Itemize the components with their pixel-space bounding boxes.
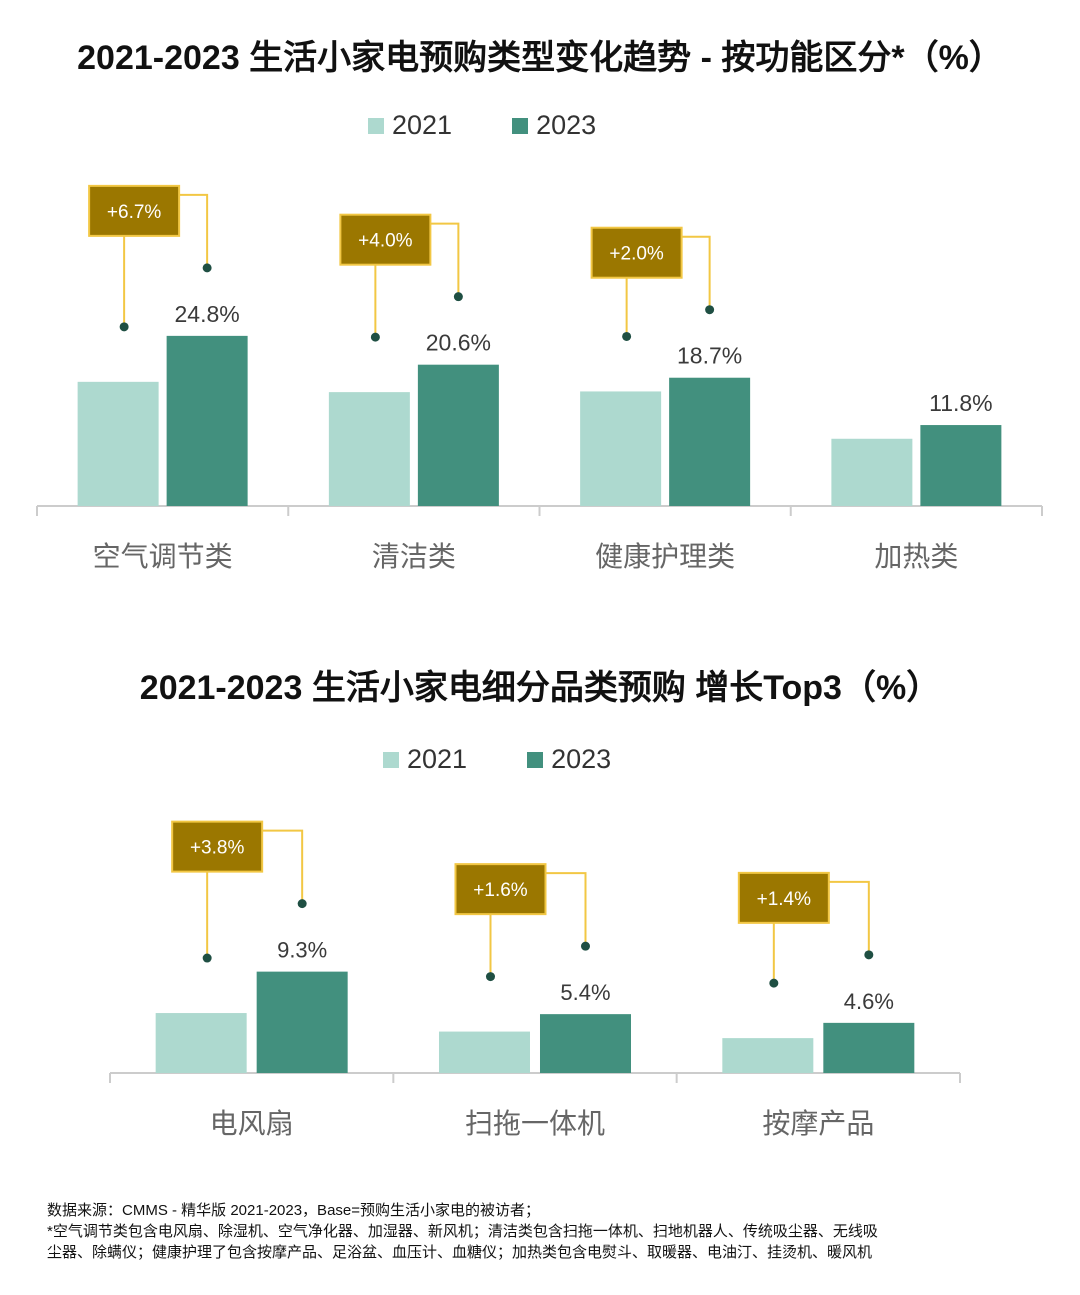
change-label: +1.6% xyxy=(473,880,528,901)
value-label: 9.3% xyxy=(277,938,327,963)
callout-dot-2021 xyxy=(485,972,495,982)
value-label: 4.6% xyxy=(844,989,894,1014)
callout-box xyxy=(590,226,683,279)
chart2-plot: 9.3% 电风扇 +3.8% 5.4% 扫拖一体机 +1.6% 4.6% 按摩产品 +1.4% xyxy=(109,820,961,1140)
chart1-title: 2021-2023 生活小家电预购类型变化趋势 - 按功能区分*（%） xyxy=(77,39,1003,77)
legend2-label-2023: 2023 xyxy=(551,744,612,774)
callout-leader-right xyxy=(545,872,587,947)
callout-box xyxy=(88,184,181,237)
bar-2023 xyxy=(417,364,499,506)
value-label: 18.7% xyxy=(677,343,742,369)
footnote-line-3: 尘器、除螨仪；健康护理了包含按摩产品、足浴盆、血压计、血糖仪；加热类包含电熨斗、… xyxy=(47,1244,873,1261)
change-label: +2.0% xyxy=(609,244,664,265)
callout-dot-2021 xyxy=(622,331,632,341)
bar-2021 xyxy=(722,1038,814,1073)
value-label: 20.6% xyxy=(426,330,491,356)
legend-swatch-2021 xyxy=(368,117,384,134)
legend2-swatch-2023 xyxy=(527,751,544,768)
legend-label-2021: 2021 xyxy=(392,110,453,140)
callout-leader-right xyxy=(681,235,711,310)
change-label: +1.4% xyxy=(757,889,812,910)
callout-dot-2023 xyxy=(453,292,463,302)
legend2-item-2023: 2023 xyxy=(527,744,611,775)
bar-2021 xyxy=(328,392,410,506)
callout-dot-2021 xyxy=(370,332,380,342)
chart2-legend: 2021 2023 xyxy=(383,744,671,775)
bar-2023 xyxy=(920,425,1002,506)
bar-2021 xyxy=(438,1031,530,1073)
footnote: 数据来源：CMMS - 精华版 2021-2023，Base=预购生活小家电的被… xyxy=(47,1200,1037,1263)
legend2-swatch-2021 xyxy=(383,751,399,768)
legend2-label-2021: 2021 xyxy=(407,744,468,774)
value-label: 11.8% xyxy=(929,390,993,416)
callout-dot-2021 xyxy=(769,978,779,988)
bar-2023 xyxy=(823,1022,915,1073)
change-label: +4.0% xyxy=(358,231,413,252)
category-label: 加热类 xyxy=(874,540,958,573)
callout-dot-2023 xyxy=(202,263,212,273)
chart1-plot: 24.8% 空气调节类 +6.7% 20.6% 清洁类 +4.0% 18.7% 健康护理类 +2… xyxy=(36,184,1043,573)
callout-leader-right xyxy=(179,193,209,268)
callout-leader-right xyxy=(262,829,304,904)
bar-2023 xyxy=(669,377,751,506)
callout-box xyxy=(171,820,264,873)
category-label: 扫拖一体机 xyxy=(465,1107,605,1140)
callout-dot-2023 xyxy=(864,950,874,960)
callout-dot-2021 xyxy=(119,322,129,332)
bar-2021 xyxy=(155,1013,247,1073)
callout-dot-2023 xyxy=(580,941,590,951)
bar-2023 xyxy=(166,335,248,506)
category-label: 健康护理类 xyxy=(595,540,735,573)
footnote-line-2: *空气调节类包含电风扇、除湿机、空气净化器、加湿器、新风机；清洁类包含扫拖一体机… xyxy=(47,1223,878,1240)
bar-2021 xyxy=(77,381,159,506)
bar-2023 xyxy=(256,971,348,1073)
callout-box xyxy=(737,871,830,924)
bar-2023 xyxy=(539,1014,631,1073)
callout-dot-2023 xyxy=(297,899,307,909)
bar-2021 xyxy=(580,391,662,506)
callout-box xyxy=(339,213,432,266)
callout-box xyxy=(454,863,547,916)
footnote-line-1: 数据来源：CMMS - 精华版 2021-2023，Base=预购生活小家电的被… xyxy=(47,1202,541,1219)
change-label: +3.8% xyxy=(190,838,245,859)
callout-leader-right xyxy=(828,880,870,955)
category-label: 电风扇 xyxy=(210,1107,294,1140)
value-label: 5.4% xyxy=(560,980,610,1005)
legend-label-2023: 2023 xyxy=(536,110,597,140)
legend-item-2023: 2023 xyxy=(512,110,596,141)
category-label: 空气调节类 xyxy=(93,540,233,573)
legend2-item-2021: 2021 xyxy=(383,744,467,775)
callout-dot-2021 xyxy=(202,953,212,963)
legend-swatch-2023 xyxy=(512,117,529,134)
chart2-title: 2021-2023 生活小家电细分品类预购 增长Top3（%） xyxy=(139,669,941,707)
callout-dot-2023 xyxy=(705,305,715,315)
category-label: 按摩产品 xyxy=(762,1107,874,1140)
callout-leader-right xyxy=(430,222,460,297)
legend-item-2021: 2021 xyxy=(368,110,452,141)
value-label: 24.8% xyxy=(175,301,240,327)
change-label: +6.7% xyxy=(107,202,162,223)
bar-2021 xyxy=(831,438,913,506)
category-label: 清洁类 xyxy=(372,540,456,573)
chart1-legend: 2021 2023 xyxy=(368,110,656,141)
